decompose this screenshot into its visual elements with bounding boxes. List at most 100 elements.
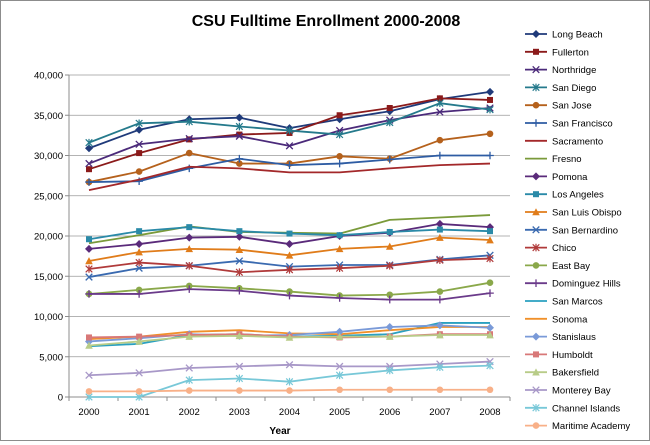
legend-marker-channel-islands	[532, 404, 540, 412]
legend-label-fullerton: Fullerton	[552, 47, 589, 58]
data-point-los-angeles	[436, 226, 443, 233]
data-point-san-bernardino	[135, 264, 143, 272]
series-east-bay	[85, 279, 494, 299]
data-point-northridge	[436, 108, 444, 116]
legend-item-east-bay: East Bay	[525, 261, 590, 272]
legend-marker-chico	[532, 243, 540, 252]
data-point-pomona	[85, 244, 93, 253]
data-point-chico	[436, 256, 444, 264]
legend-item-san-bernardino: San Bernardino	[525, 225, 618, 236]
data-point-northridge	[235, 132, 244, 140]
legend-marker-humboldt	[533, 351, 539, 358]
x-tick-label: 2001	[129, 407, 150, 418]
series-san-francisco	[85, 151, 494, 186]
data-point-los-angeles	[86, 236, 92, 243]
data-point-pomona	[285, 240, 294, 249]
data-point-los-angeles	[386, 228, 393, 235]
legend-marker-maritime-academy	[532, 422, 540, 429]
data-point-maritime-academy	[436, 386, 444, 394]
data-point-san-jose	[135, 168, 143, 175]
data-point-san-francisco	[486, 151, 494, 160]
series-line-sacramento	[88, 162, 491, 191]
data-point-dominguez-hills	[185, 285, 194, 293]
legend-item-san-diego: San Diego	[525, 83, 596, 94]
data-point-san-jose	[336, 153, 343, 160]
legend-label-stanislaus: Stanislaus	[552, 332, 596, 343]
chart-title: CSU Fulltime Enrollment 2000-2008	[192, 13, 461, 30]
data-point-channel-islands	[386, 366, 394, 375]
data-point-san-francisco	[385, 155, 394, 164]
data-point-san-luis-obispo	[85, 257, 93, 265]
data-point-chico	[85, 265, 93, 273]
data-point-dominguez-hills	[235, 286, 244, 295]
legend-label-sacramento: Sacramento	[552, 136, 603, 147]
legend-marker-san-diego	[532, 83, 540, 92]
data-point-fullerton	[487, 96, 493, 103]
data-point-maritime-academy	[236, 387, 243, 394]
legend-label-san-bernardino: San Bernardino	[552, 225, 618, 236]
data-point-san-diego	[135, 119, 143, 128]
data-point-los-angeles	[286, 230, 293, 237]
legend-marker-san-francisco	[532, 119, 540, 127]
data-point-stanislaus	[385, 322, 394, 331]
data-point-monterey-bay	[135, 369, 143, 377]
y-tick-label: 30,000	[34, 151, 63, 162]
legend-label-chico: Chico	[552, 243, 576, 254]
data-point-maritime-academy	[336, 386, 343, 394]
legend-item-san-marcos: San Marcos	[525, 297, 603, 308]
legend-item-maritime-academy: Maritime Academy	[525, 421, 630, 432]
data-point-san-luis-obispo	[285, 251, 294, 259]
data-point-stanislaus	[486, 323, 494, 332]
data-point-chico	[335, 264, 344, 272]
legend-label-east-bay: East Bay	[552, 261, 590, 272]
series-bakersfield	[85, 331, 494, 349]
data-point-bakersfield	[436, 331, 444, 339]
data-point-east-bay	[386, 291, 394, 299]
data-point-los-angeles	[236, 228, 243, 235]
data-point-san-francisco	[285, 161, 294, 169]
x-tick-label: 2003	[229, 407, 250, 418]
series-lines	[85, 87, 494, 401]
legend-label-channel-islands: Channel Islands	[552, 403, 620, 414]
data-point-san-francisco	[235, 154, 244, 163]
legend-item-sonoma: Sonoma	[525, 314, 588, 325]
data-point-los-angeles	[136, 228, 143, 235]
data-point-chico	[386, 261, 394, 270]
data-point-los-angeles	[186, 224, 193, 231]
data-point-fullerton	[136, 150, 143, 157]
data-point-monterey-bay	[335, 362, 344, 371]
data-point-humboldt	[136, 333, 143, 340]
data-point-east-bay	[436, 288, 444, 295]
legend-label-long-beach: Long Beach	[552, 30, 603, 41]
data-point-san-luis-obispo	[185, 245, 194, 253]
x-axis-ticks: 2000 2001 2002 2003 2004 2005 2006 2007 2008	[68, 397, 511, 418]
data-point-bakersfield	[185, 332, 194, 340]
data-point-chico	[486, 254, 494, 263]
data-point-northridge	[135, 140, 143, 148]
legend-label-maritime-academy: Maritime Academy	[552, 421, 630, 432]
data-point-san-diego	[235, 122, 244, 131]
data-point-san-diego	[185, 117, 193, 126]
legend-label-san-marcos: San Marcos	[552, 297, 603, 308]
legend-item-fresno: Fresno	[525, 154, 582, 165]
data-point-dominguez-hills	[385, 295, 394, 304]
legend-item-los-angeles: Los Angeles	[525, 190, 604, 201]
data-point-pomona	[435, 219, 444, 228]
data-point-pomona	[185, 233, 194, 242]
data-point-maritime-academy	[386, 386, 394, 394]
data-point-san-bernardino	[85, 273, 93, 281]
data-point-channel-islands	[335, 371, 344, 380]
series-sacramento	[88, 162, 491, 191]
data-point-san-jose	[185, 149, 193, 157]
legend-label-northridge: Northridge	[552, 65, 596, 76]
data-point-fullerton	[436, 95, 443, 102]
legend-item-sacramento: Sacramento	[525, 136, 603, 147]
data-point-bakersfield	[85, 341, 93, 349]
legend-item-fullerton: Fullerton	[525, 47, 589, 58]
data-point-maritime-academy	[185, 387, 193, 394]
data-point-bakersfield	[335, 332, 344, 340]
legend-item-northridge: Northridge	[525, 65, 596, 76]
series-los-angeles	[86, 224, 493, 243]
legend-marker-los-angeles	[533, 191, 539, 198]
data-point-long-beach	[486, 87, 494, 96]
